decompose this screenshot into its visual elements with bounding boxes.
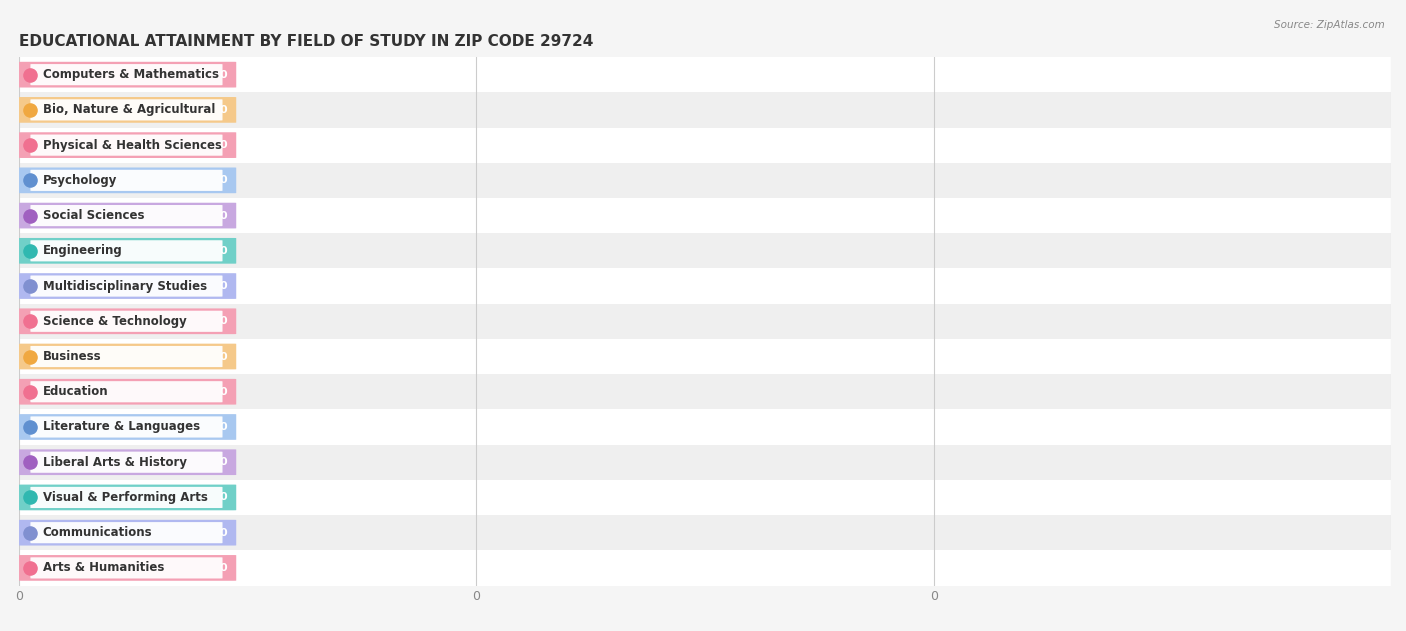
Text: Bio, Nature & Agricultural: Bio, Nature & Agricultural bbox=[42, 103, 215, 116]
FancyBboxPatch shape bbox=[20, 555, 236, 581]
FancyBboxPatch shape bbox=[20, 97, 236, 123]
Text: Communications: Communications bbox=[42, 526, 152, 539]
FancyBboxPatch shape bbox=[20, 167, 236, 193]
Text: 0: 0 bbox=[219, 175, 228, 186]
Text: 0: 0 bbox=[219, 528, 228, 538]
Text: EDUCATIONAL ATTAINMENT BY FIELD OF STUDY IN ZIP CODE 29724: EDUCATIONAL ATTAINMENT BY FIELD OF STUDY… bbox=[20, 34, 593, 49]
Bar bbox=[20, 410, 1391, 445]
Text: 0: 0 bbox=[219, 211, 228, 221]
Text: 0: 0 bbox=[219, 69, 228, 80]
FancyBboxPatch shape bbox=[31, 452, 222, 473]
FancyBboxPatch shape bbox=[20, 344, 236, 369]
Text: Visual & Performing Arts: Visual & Performing Arts bbox=[42, 491, 208, 504]
Text: Social Sciences: Social Sciences bbox=[42, 209, 145, 222]
Text: 0: 0 bbox=[219, 563, 228, 573]
Point bbox=[18, 457, 41, 467]
Text: Business: Business bbox=[42, 350, 101, 363]
Text: Literature & Languages: Literature & Languages bbox=[42, 420, 200, 433]
Point bbox=[18, 492, 41, 502]
Text: Arts & Humanities: Arts & Humanities bbox=[42, 562, 165, 574]
Text: Engineering: Engineering bbox=[42, 244, 122, 257]
FancyBboxPatch shape bbox=[20, 449, 236, 475]
Text: Physical & Health Sciences: Physical & Health Sciences bbox=[42, 139, 222, 151]
Bar bbox=[20, 339, 1391, 374]
Point bbox=[18, 351, 41, 362]
Text: Liberal Arts & History: Liberal Arts & History bbox=[42, 456, 187, 469]
Text: Education: Education bbox=[42, 386, 108, 398]
Text: 0: 0 bbox=[219, 492, 228, 502]
FancyBboxPatch shape bbox=[31, 416, 222, 437]
FancyBboxPatch shape bbox=[31, 205, 222, 226]
FancyBboxPatch shape bbox=[20, 62, 236, 88]
Bar bbox=[20, 374, 1391, 410]
FancyBboxPatch shape bbox=[31, 522, 222, 543]
Point bbox=[18, 422, 41, 432]
Bar bbox=[20, 515, 1391, 550]
Point bbox=[18, 281, 41, 291]
FancyBboxPatch shape bbox=[31, 99, 222, 121]
FancyBboxPatch shape bbox=[31, 557, 222, 579]
Bar bbox=[20, 304, 1391, 339]
Text: Psychology: Psychology bbox=[42, 174, 117, 187]
FancyBboxPatch shape bbox=[20, 379, 236, 404]
Text: 0: 0 bbox=[219, 105, 228, 115]
Bar bbox=[20, 268, 1391, 304]
FancyBboxPatch shape bbox=[31, 240, 222, 261]
FancyBboxPatch shape bbox=[20, 238, 236, 264]
FancyBboxPatch shape bbox=[20, 203, 236, 228]
FancyBboxPatch shape bbox=[20, 414, 236, 440]
Point bbox=[18, 69, 41, 80]
Bar bbox=[20, 233, 1391, 268]
Text: 0: 0 bbox=[219, 457, 228, 467]
FancyBboxPatch shape bbox=[31, 134, 222, 156]
Point bbox=[18, 316, 41, 326]
FancyBboxPatch shape bbox=[31, 64, 222, 85]
Text: 0: 0 bbox=[219, 281, 228, 291]
Text: 0: 0 bbox=[219, 422, 228, 432]
Text: Computers & Mathematics: Computers & Mathematics bbox=[42, 68, 219, 81]
FancyBboxPatch shape bbox=[20, 309, 236, 334]
Text: 0: 0 bbox=[219, 316, 228, 326]
Bar bbox=[20, 163, 1391, 198]
Point bbox=[18, 175, 41, 186]
FancyBboxPatch shape bbox=[20, 273, 236, 299]
Text: 0: 0 bbox=[219, 140, 228, 150]
Point bbox=[18, 245, 41, 256]
Text: 0: 0 bbox=[219, 351, 228, 362]
FancyBboxPatch shape bbox=[31, 170, 222, 191]
Point bbox=[18, 211, 41, 221]
FancyBboxPatch shape bbox=[20, 520, 236, 546]
FancyBboxPatch shape bbox=[31, 487, 222, 508]
FancyBboxPatch shape bbox=[20, 133, 236, 158]
Point bbox=[18, 563, 41, 573]
FancyBboxPatch shape bbox=[20, 485, 236, 510]
Text: 0: 0 bbox=[219, 246, 228, 256]
FancyBboxPatch shape bbox=[31, 310, 222, 332]
Bar bbox=[20, 92, 1391, 127]
Point bbox=[18, 140, 41, 150]
FancyBboxPatch shape bbox=[31, 381, 222, 403]
Bar bbox=[20, 127, 1391, 163]
Point bbox=[18, 387, 41, 397]
Bar bbox=[20, 57, 1391, 92]
Point bbox=[18, 528, 41, 538]
FancyBboxPatch shape bbox=[31, 346, 222, 367]
FancyBboxPatch shape bbox=[31, 276, 222, 297]
Text: 0: 0 bbox=[219, 387, 228, 397]
Bar bbox=[20, 445, 1391, 480]
Text: Multidisciplinary Studies: Multidisciplinary Studies bbox=[42, 280, 207, 293]
Bar bbox=[20, 480, 1391, 515]
Text: Science & Technology: Science & Technology bbox=[42, 315, 187, 327]
Point bbox=[18, 105, 41, 115]
Text: Source: ZipAtlas.com: Source: ZipAtlas.com bbox=[1274, 20, 1385, 30]
Bar bbox=[20, 198, 1391, 233]
Bar bbox=[20, 550, 1391, 586]
